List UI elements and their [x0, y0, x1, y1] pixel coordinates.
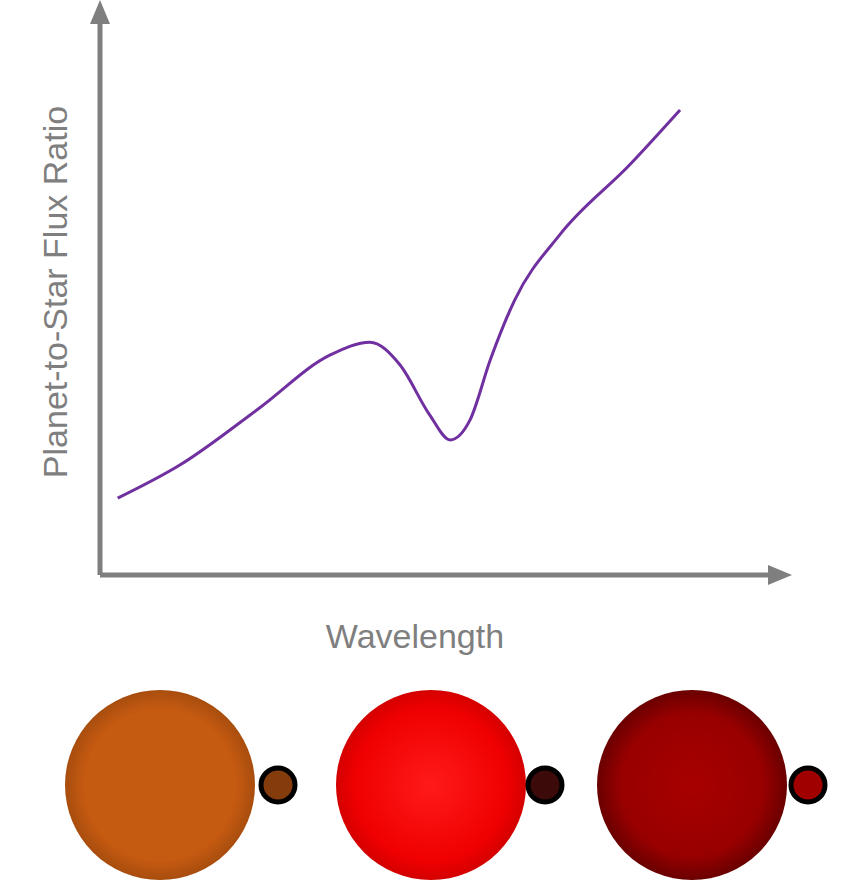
svg-text:Planet-to-Star Flux Ratio: Planet-to-Star Flux Ratio [36, 106, 74, 478]
svg-text:Wavelength: Wavelength [326, 617, 504, 655]
